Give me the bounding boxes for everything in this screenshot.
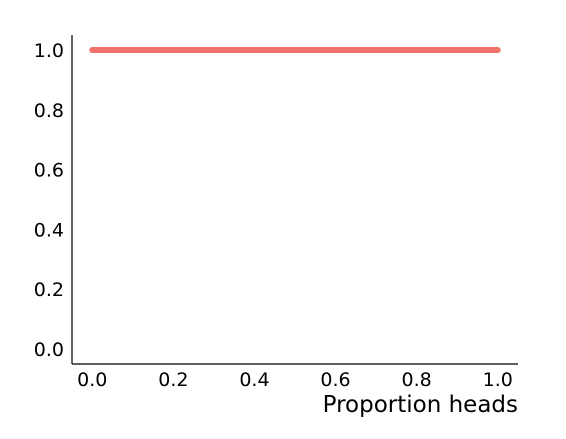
x-tick-label: 0.6 [320, 369, 350, 391]
x-axis-title: Proportion heads [323, 392, 518, 418]
y-tick-label: 0.6 [34, 160, 64, 182]
x-tick-label: 0.4 [239, 369, 269, 391]
x-tick-label: 0.2 [158, 369, 188, 391]
y-tick-label: 0.0 [34, 339, 64, 361]
y-tick-label: 0.4 [34, 219, 64, 241]
y-tick-label: 1.0 [34, 40, 64, 62]
x-tick-label: 0.8 [402, 369, 432, 391]
x-tick-labels: 0.0 0.2 0.4 0.6 0.8 1.0 [77, 369, 513, 391]
x-tick-label: 1.0 [483, 369, 513, 391]
y-tick-label: 0.2 [34, 279, 64, 301]
y-tick-label: 0.8 [34, 100, 64, 122]
y-tick-labels: 0.0 0.2 0.4 0.6 0.8 1.0 [34, 40, 64, 361]
x-tick-label: 0.0 [77, 369, 107, 391]
